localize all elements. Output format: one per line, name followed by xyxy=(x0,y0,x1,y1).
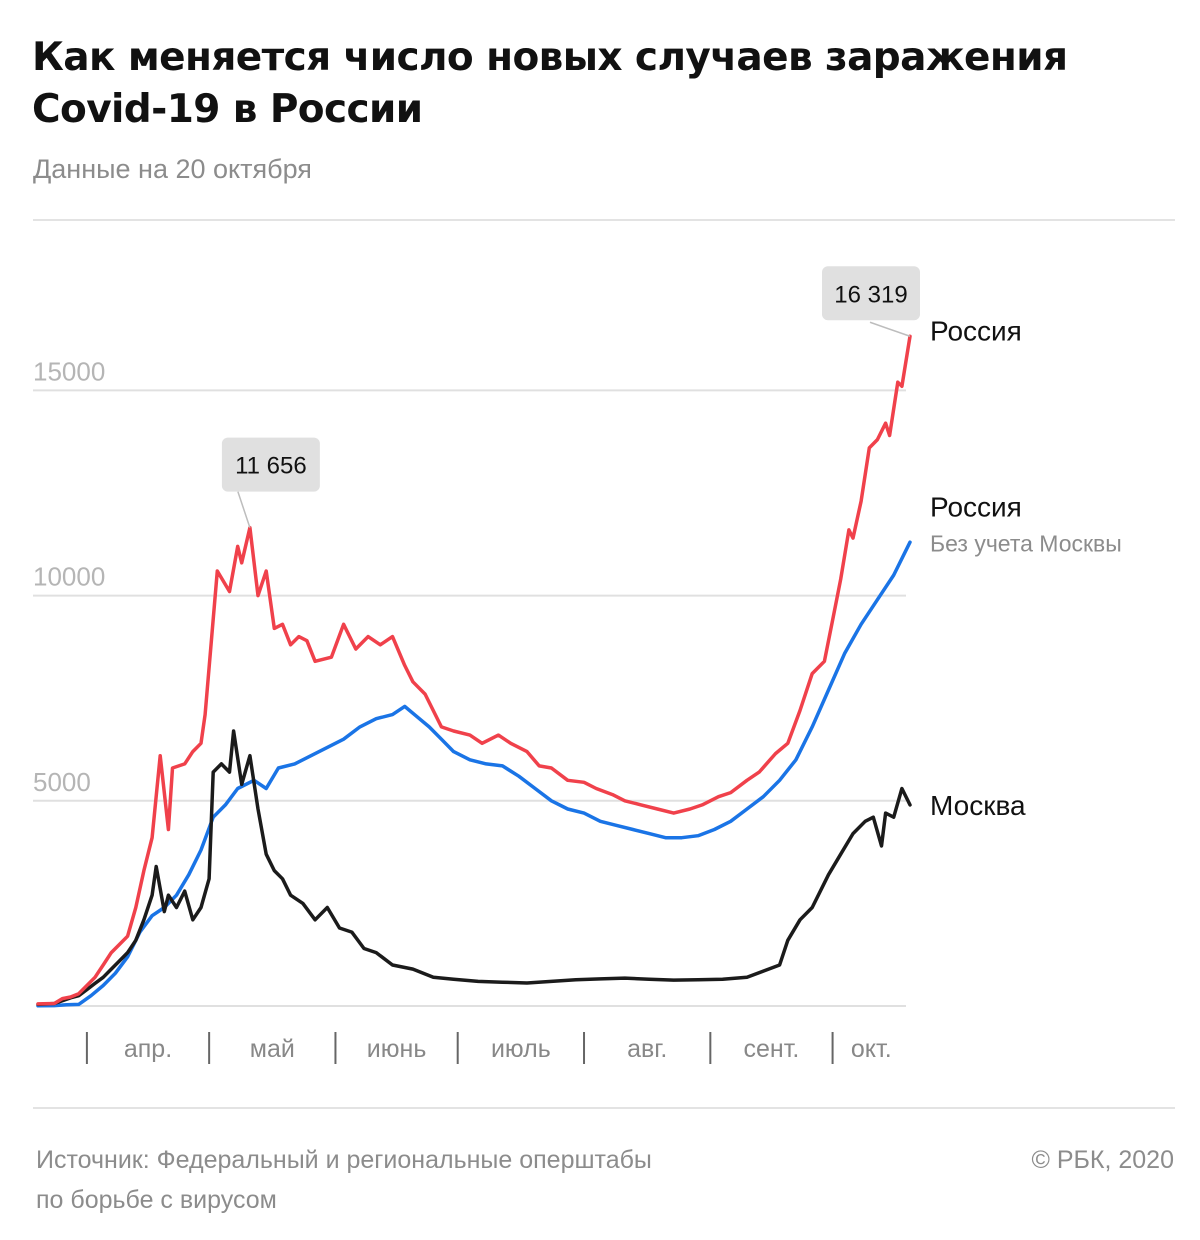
series-labels: Россия Россия Без учета Москвы Москва xyxy=(930,315,1122,821)
x-tick-label: апр. xyxy=(124,1035,172,1063)
x-tick-label: окт. xyxy=(851,1035,892,1063)
series-line-russia-ex-moscow xyxy=(36,540,912,1008)
grid-lines xyxy=(33,389,906,1007)
series-label-russia-ex-moscow: Россия xyxy=(930,492,1022,523)
callout-pointer xyxy=(869,321,911,337)
copyright: © РБК, 2020 xyxy=(1031,1146,1174,1174)
top-divider xyxy=(33,219,1175,221)
x-tick-label: июль xyxy=(491,1035,551,1063)
callout-pointer xyxy=(237,491,251,528)
x-tick-label: сент. xyxy=(744,1035,800,1063)
source-line-2: по борьбе с вирусом xyxy=(36,1186,277,1214)
y-tick-label: 15000 xyxy=(33,356,105,386)
source-line-1: Источник: Федеральный и региональные опе… xyxy=(36,1146,652,1174)
line-chart: 5000 10000 15000 апр. май июнь июль авг. сент. о… xyxy=(33,266,1122,1064)
callout-label: 16 319 xyxy=(834,281,907,308)
y-tick-label: 10000 xyxy=(33,562,105,592)
x-tick-label: май xyxy=(250,1035,295,1063)
bottom-divider xyxy=(33,1107,1175,1109)
chart-subtitle: Данные на 20 октября xyxy=(33,154,312,184)
x-tick-label: июнь xyxy=(367,1035,427,1063)
series-line-russia xyxy=(36,334,912,1006)
chart-title: Как меняется число новых случаев заражен… xyxy=(32,35,1068,132)
series-label-russia: Россия xyxy=(930,315,1022,346)
callout-box xyxy=(822,266,920,321)
x-tick-label: авг. xyxy=(627,1035,667,1063)
x-axis: апр. май июнь июль авг. сент. окт. xyxy=(85,1032,892,1064)
callout-box xyxy=(221,437,320,492)
series-line-moscow xyxy=(36,729,912,1007)
callout-label: 11 656 xyxy=(235,453,307,480)
series-sublabel-russia-ex-moscow: Без учета Москвы xyxy=(930,531,1122,557)
y-axis-ticks: 5000 10000 15000 xyxy=(33,356,105,796)
callouts: 11 656 16 319 xyxy=(221,266,920,528)
y-tick-label: 5000 xyxy=(33,767,91,797)
series-lines xyxy=(36,334,912,1008)
series-label-moscow: Москва xyxy=(930,790,1026,821)
source-note: Источник: Федеральный и региональные опе… xyxy=(36,1140,652,1220)
